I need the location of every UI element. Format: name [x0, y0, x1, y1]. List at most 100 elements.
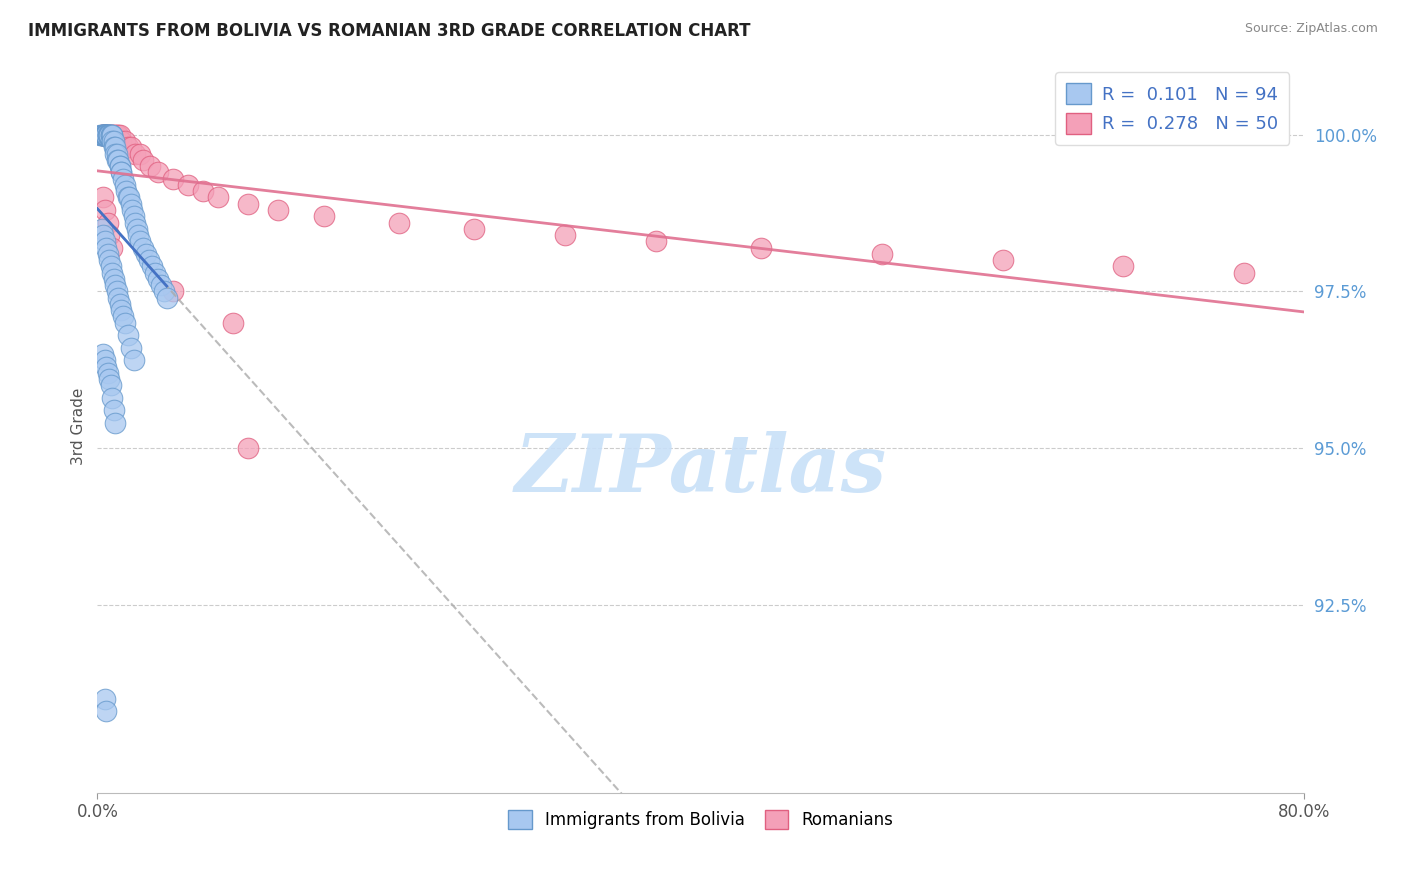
Point — [238, 196, 260, 211]
Point — [117, 190, 139, 204]
Point — [98, 128, 121, 142]
Point — [90, 128, 112, 142]
Point — [93, 347, 115, 361]
Point — [94, 691, 117, 706]
Text: IMMIGRANTS FROM BOLIVIA VS ROMANIAN 3RD GRADE CORRELATION CHART: IMMIGRANTS FROM BOLIVIA VS ROMANIAN 3RD … — [28, 22, 751, 40]
Point — [108, 297, 131, 311]
Point — [120, 196, 142, 211]
Point — [114, 178, 136, 192]
Point — [117, 328, 139, 343]
Point — [94, 235, 117, 249]
Point — [463, 221, 485, 235]
Point — [101, 128, 124, 142]
Point — [93, 190, 115, 204]
Point — [110, 303, 132, 318]
Point — [93, 128, 115, 142]
Point — [101, 128, 124, 142]
Point — [96, 241, 118, 255]
Point — [177, 178, 200, 192]
Point — [104, 140, 127, 154]
Point — [94, 128, 117, 142]
Point — [115, 184, 138, 198]
Point — [162, 171, 184, 186]
Point — [104, 278, 127, 293]
Point — [104, 416, 127, 430]
Point — [94, 353, 117, 368]
Point — [191, 184, 214, 198]
Point — [94, 128, 117, 142]
Point — [96, 128, 118, 142]
Point — [141, 260, 163, 274]
Point — [110, 165, 132, 179]
Point — [111, 310, 134, 324]
Point — [93, 128, 115, 142]
Point — [238, 441, 260, 455]
Point — [103, 403, 125, 417]
Point — [162, 285, 184, 299]
Point — [90, 128, 112, 142]
Point — [138, 253, 160, 268]
Point — [93, 227, 115, 242]
Point — [94, 128, 117, 142]
Point — [93, 128, 115, 142]
Point — [107, 128, 129, 142]
Point — [103, 134, 125, 148]
Point — [96, 128, 118, 142]
Point — [103, 272, 125, 286]
Point — [107, 291, 129, 305]
Point — [98, 253, 121, 268]
Point — [97, 366, 120, 380]
Point — [103, 140, 125, 154]
Point — [135, 247, 157, 261]
Point — [94, 128, 117, 142]
Point — [104, 128, 127, 142]
Point — [93, 128, 115, 142]
Point — [870, 247, 893, 261]
Point — [131, 241, 153, 255]
Point — [644, 235, 666, 249]
Point — [98, 227, 121, 242]
Point — [127, 227, 149, 242]
Point — [98, 372, 121, 386]
Point — [120, 140, 142, 154]
Point — [1112, 260, 1135, 274]
Point — [114, 316, 136, 330]
Point — [124, 215, 146, 229]
Point — [101, 134, 124, 148]
Point — [131, 153, 153, 167]
Point — [96, 128, 118, 142]
Point — [108, 159, 131, 173]
Point — [98, 128, 121, 142]
Point — [149, 278, 172, 293]
Point — [124, 146, 146, 161]
Point — [152, 285, 174, 299]
Point — [120, 341, 142, 355]
Point — [90, 128, 112, 142]
Point — [146, 272, 169, 286]
Point — [207, 190, 229, 204]
Point — [100, 128, 122, 142]
Point — [122, 209, 145, 223]
Point — [128, 235, 150, 249]
Point — [1233, 266, 1256, 280]
Point — [90, 128, 112, 142]
Point — [97, 128, 120, 142]
Point — [121, 202, 143, 217]
Point — [117, 140, 139, 154]
Point — [94, 128, 117, 142]
Legend: Immigrants from Bolivia, Romanians: Immigrants from Bolivia, Romanians — [502, 803, 900, 836]
Point — [105, 285, 128, 299]
Point — [98, 128, 121, 142]
Point — [105, 128, 128, 142]
Point — [100, 378, 122, 392]
Point — [108, 128, 131, 142]
Point — [108, 159, 131, 173]
Point — [110, 165, 132, 179]
Point — [93, 128, 115, 142]
Point — [97, 128, 120, 142]
Point — [118, 190, 141, 204]
Point — [105, 153, 128, 167]
Point — [94, 128, 117, 142]
Point — [94, 128, 117, 142]
Point — [96, 704, 118, 718]
